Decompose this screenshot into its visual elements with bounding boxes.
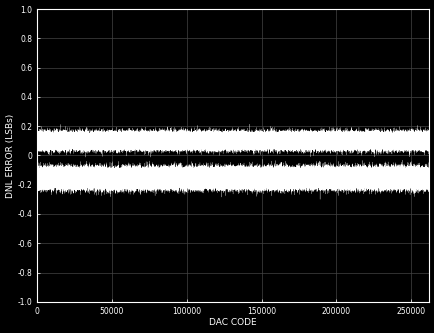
Y-axis label: DNL ERROR (LSBs): DNL ERROR (LSBs) [6, 113, 14, 197]
X-axis label: DAC CODE: DAC CODE [209, 318, 256, 327]
